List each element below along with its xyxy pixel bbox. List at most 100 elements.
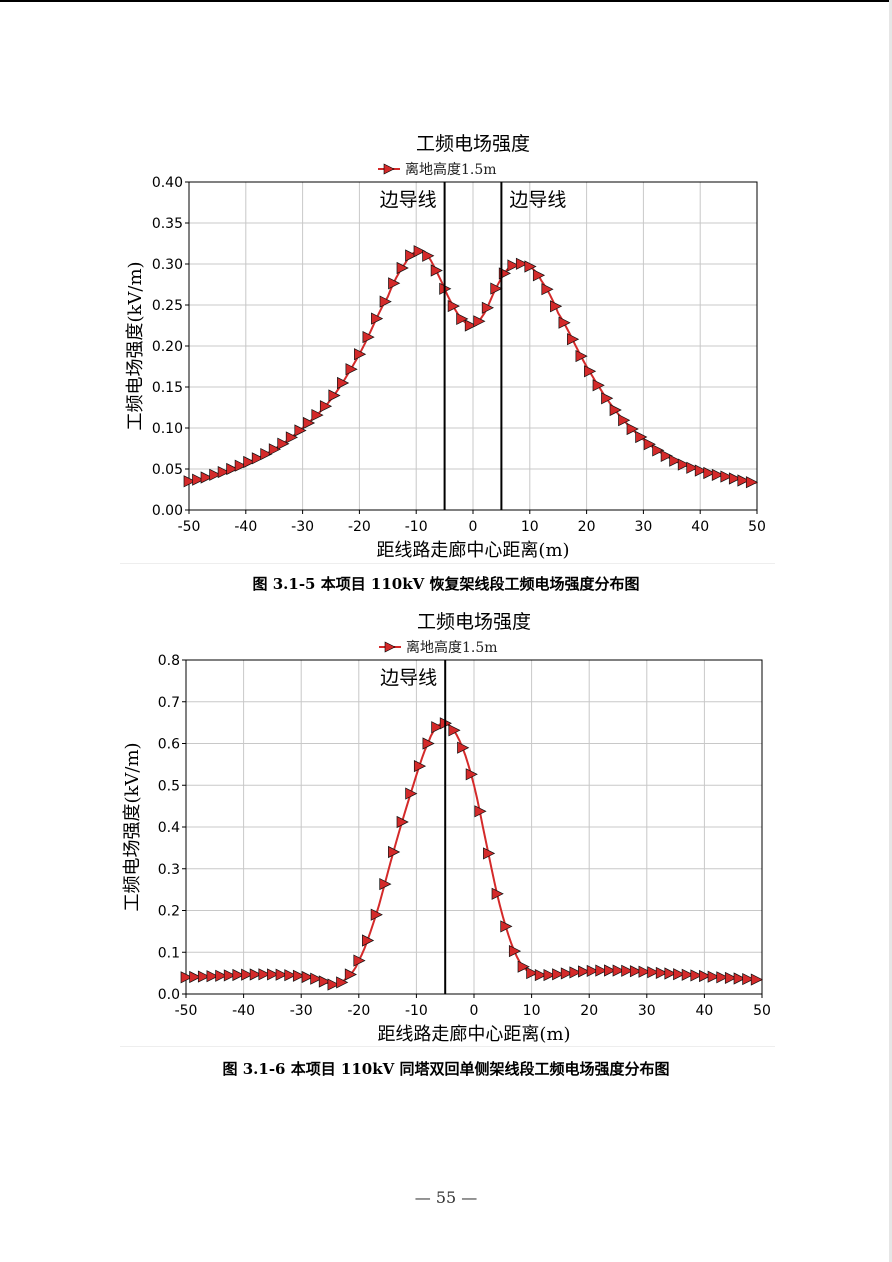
data-point-marker: [337, 376, 350, 390]
data-point-marker: [733, 972, 746, 985]
data-point-marker: [192, 473, 205, 486]
data-point-marker: [483, 847, 496, 860]
data-point-marker: [200, 471, 213, 484]
data-point-marker: [664, 967, 677, 980]
y-tick-label: 0.30: [152, 257, 183, 273]
y-tick-label: 0.8: [158, 653, 180, 669]
data-point-marker: [310, 972, 323, 985]
data-point-marker: [652, 444, 665, 457]
data-point-marker: [260, 448, 273, 461]
y-tick-label: 0.10: [152, 421, 183, 437]
data-point-marker: [673, 968, 686, 981]
data-point-marker: [465, 768, 478, 781]
data-point-marker: [362, 331, 375, 344]
data-point-marker: [703, 466, 716, 480]
y-tick-label: 0.00: [152, 503, 183, 519]
x-tick-label: 30: [634, 519, 652, 535]
data-point-marker: [344, 968, 357, 981]
x-tick-label: -10: [405, 519, 428, 535]
data-point-marker: [388, 277, 401, 290]
y-axis-label: 工频电场强度(kV/m): [122, 742, 143, 911]
x-tick-label: -30: [290, 1003, 313, 1019]
x-tick-label: 20: [578, 519, 596, 535]
x-tick-label: -30: [291, 519, 314, 535]
data-point-marker: [180, 971, 193, 984]
data-point-marker: [371, 312, 384, 325]
x-tick-label: 30: [638, 1003, 656, 1019]
series-markers: [180, 717, 763, 991]
y-tick-label: 0.1: [158, 945, 180, 961]
data-point-marker: [491, 887, 504, 900]
data-point-marker: [473, 315, 486, 328]
data-point-marker: [575, 350, 588, 363]
data-point-marker: [413, 760, 427, 773]
data-point-marker: [241, 968, 254, 981]
page-right-shadow: [889, 0, 892, 1262]
chart-legend: 离地高度1.5m: [379, 639, 498, 656]
data-point-marker: [584, 365, 597, 378]
data-point-marker: [243, 455, 256, 469]
y-tick-label: 0.20: [152, 339, 183, 355]
data-point-marker: [457, 741, 470, 754]
data-point-marker: [586, 964, 599, 977]
data-point-marker: [396, 261, 409, 275]
y-tick-label: 0.15: [152, 380, 183, 396]
data-point-marker: [197, 970, 211, 983]
x-tick-label: -40: [234, 519, 257, 535]
data-point-marker: [681, 968, 694, 981]
data-point-marker: [292, 969, 306, 982]
data-point-marker: [388, 845, 401, 859]
data-point-marker: [267, 968, 280, 981]
x-tick-label: -10: [405, 1003, 428, 1019]
data-point-marker: [413, 245, 426, 258]
data-point-marker: [508, 945, 522, 958]
data-point-marker: [396, 815, 409, 829]
series-markers: [183, 245, 759, 489]
data-point-marker: [354, 348, 367, 361]
data-point-marker: [612, 964, 625, 977]
x-tick-label: -50: [175, 1003, 198, 1019]
data-point-marker: [541, 283, 554, 296]
caption-divider-1: [120, 563, 775, 564]
x-tick-label: 40: [691, 519, 709, 535]
data-point-marker: [604, 964, 617, 977]
data-point-marker: [336, 976, 349, 989]
data-point-marker: [301, 970, 314, 984]
data-point-marker: [517, 960, 530, 973]
data-point-marker: [677, 458, 690, 471]
data-point-marker: [448, 724, 461, 737]
data-point-marker: [209, 468, 222, 481]
data-point-marker: [327, 978, 340, 991]
data-point-marker: [277, 437, 290, 450]
x-axis-label: 距线路走廊中心距离(m): [376, 540, 569, 561]
data-point-marker: [716, 971, 729, 984]
data-point-marker: [638, 965, 651, 978]
x-tick-label: 10: [523, 1003, 541, 1019]
legend-marker-icon: [383, 163, 395, 175]
y-tick-label: 0.7: [158, 695, 180, 711]
data-point-marker: [226, 462, 239, 476]
data-point-marker: [474, 805, 487, 818]
data-point-marker: [578, 965, 591, 978]
conductor-label: 边导线: [509, 189, 566, 211]
data-point-marker: [294, 424, 307, 437]
data-point-marker: [258, 968, 271, 981]
data-point-marker: [629, 965, 643, 978]
data-point-marker: [742, 973, 755, 986]
y-tick-label: 0.40: [152, 175, 183, 191]
data-point-marker: [686, 461, 699, 474]
data-point-marker: [635, 430, 648, 444]
data-point-marker: [507, 259, 520, 272]
page-number: — 55 —: [414, 1188, 478, 1207]
data-point-marker: [669, 454, 682, 467]
data-point-marker: [643, 438, 656, 451]
data-point-marker: [694, 464, 707, 477]
caption-divider-2: [120, 1046, 775, 1047]
y-tick-label: 0.05: [152, 462, 183, 478]
data-point-marker: [750, 973, 763, 986]
chart-title: 工频电场强度: [416, 133, 530, 155]
data-point-marker: [707, 970, 720, 983]
data-point-marker: [745, 476, 759, 489]
data-point-marker: [728, 472, 742, 485]
data-point-marker: [189, 970, 202, 984]
